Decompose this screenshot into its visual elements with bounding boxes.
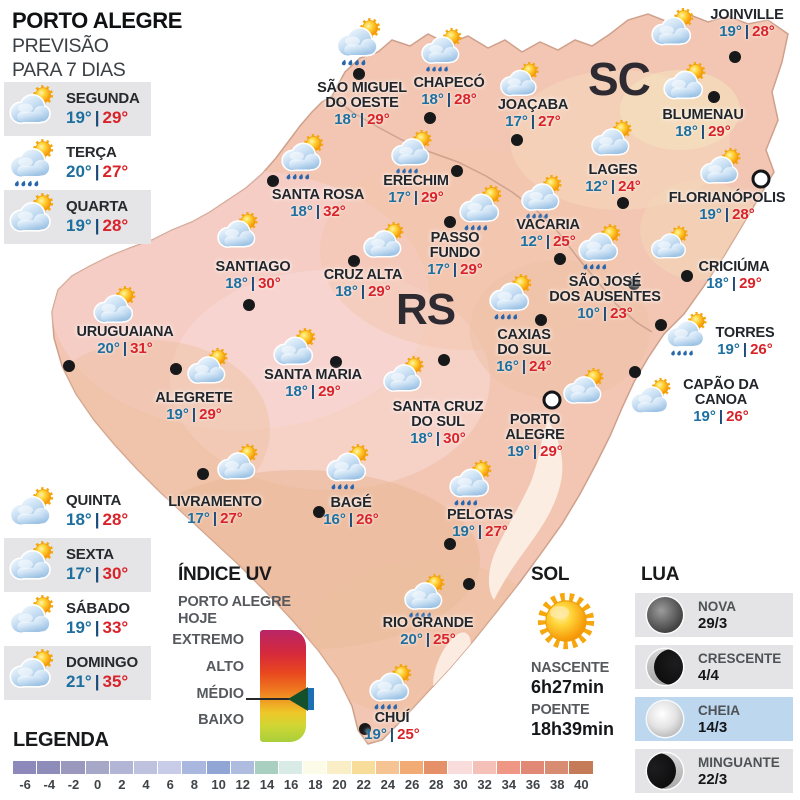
legend-swatch bbox=[182, 761, 206, 774]
page-subtitle-2: PARA 7 DIAS bbox=[12, 59, 126, 81]
legend-swatch bbox=[303, 761, 327, 774]
page-subtitle-1: PREVISÃO bbox=[12, 35, 109, 57]
legend-swatch bbox=[520, 761, 545, 774]
legend-swatch bbox=[206, 761, 230, 774]
sunset-label: POENTE bbox=[531, 702, 590, 718]
legend-tick: 16 bbox=[283, 777, 299, 792]
legend-tick: 34 bbox=[501, 777, 517, 792]
legend-swatch bbox=[375, 761, 399, 774]
uv-place-line2: HOJE bbox=[178, 611, 217, 627]
legend-tick: 6 bbox=[166, 777, 174, 792]
moon-phase-name: CHEIA bbox=[698, 702, 741, 718]
moon-new-icon bbox=[647, 597, 683, 633]
moon-phase-name: CRESCENTE bbox=[698, 650, 782, 666]
legend-tick: -2 bbox=[67, 777, 80, 792]
legend-swatch bbox=[158, 761, 182, 774]
moon-phase-text: NOVA 29/3 bbox=[698, 599, 736, 632]
sunset-time: 18h39min bbox=[531, 719, 615, 739]
legend-swatch bbox=[13, 761, 37, 774]
moon-phase-row: CRESCENTE 4/4 bbox=[635, 645, 793, 689]
moon-full-icon bbox=[647, 701, 683, 737]
legend-tick: 40 bbox=[574, 777, 589, 792]
legend-tick: 30 bbox=[453, 777, 468, 792]
legend-swatch bbox=[61, 761, 85, 774]
legend-tick: 8 bbox=[190, 777, 199, 792]
moon-phase-text: CRESCENTE 4/4 bbox=[698, 651, 781, 684]
moon-section-title: LUA bbox=[641, 564, 680, 585]
legend-swatch bbox=[400, 761, 424, 774]
legend-swatch bbox=[472, 761, 496, 774]
moon-crescent-icon bbox=[647, 649, 683, 685]
moon-phase-date: 29/3 bbox=[698, 614, 728, 632]
legend-tick: 26 bbox=[404, 777, 420, 792]
legend-tick: 28 bbox=[429, 777, 444, 792]
uv-place-line1: PORTO ALEGRE bbox=[178, 594, 291, 610]
uv-level-label: MÉDIO bbox=[196, 686, 244, 702]
sunrise-time: 6h27min bbox=[531, 677, 605, 697]
legend-swatch bbox=[230, 761, 254, 774]
legend-tick: 10 bbox=[211, 777, 226, 792]
moon-phase-row: MINGUANTE 22/3 bbox=[635, 749, 793, 793]
legend-tick: 14 bbox=[259, 777, 275, 792]
legend-swatch bbox=[327, 761, 351, 774]
legend-tick-labels: -6 -4 -2 0 2 4 6 8 10 12 14 16 18 20 22 24 26 28 30 32 34 36 3… bbox=[13, 777, 594, 792]
moon-waning-icon bbox=[647, 753, 683, 789]
state-label-rs: RS bbox=[396, 285, 456, 334]
moon-phase-row: CHEIA 14/3 bbox=[635, 697, 793, 741]
uv-pointer-line bbox=[246, 698, 294, 700]
legend-tick: 4 bbox=[142, 777, 150, 792]
uv-section-title: ÍNDICE UV bbox=[178, 564, 272, 585]
moon-phase-text: CHEIA 14/3 bbox=[698, 703, 740, 736]
legend-swatch bbox=[424, 761, 448, 774]
legend-swatch bbox=[569, 761, 593, 774]
moon-phase-date: 4/4 bbox=[698, 666, 719, 684]
legend-tick: -6 bbox=[19, 777, 31, 792]
uv-pointer-arrow-icon bbox=[288, 687, 308, 711]
legend-tick: -4 bbox=[43, 777, 56, 792]
legend-tick: 22 bbox=[356, 777, 371, 792]
legend-tick: 0 bbox=[94, 777, 102, 792]
uv-level-label: ALTO bbox=[205, 659, 244, 675]
sun-icon bbox=[532, 587, 600, 660]
uv-level-label: BAIXO bbox=[198, 712, 244, 728]
uv-level-label: EXTREMO bbox=[172, 632, 244, 648]
moon-phase-name: MINGUANTE bbox=[698, 754, 780, 770]
legend-tick: 2 bbox=[118, 777, 126, 792]
moon-phase-text: MINGUANTE 22/3 bbox=[698, 755, 780, 788]
moon-phase-date: 14/3 bbox=[698, 718, 728, 736]
moon-phase-date: 22/3 bbox=[698, 770, 728, 788]
legend-tick: 24 bbox=[380, 777, 396, 792]
legend-tick: 12 bbox=[235, 777, 251, 792]
legend-swatch bbox=[496, 761, 520, 774]
sunrise-label: NASCENTE bbox=[531, 660, 610, 676]
legend-swatch bbox=[351, 761, 375, 774]
legend-tick: 38 bbox=[549, 777, 565, 792]
legend-tick: 20 bbox=[332, 777, 347, 792]
header: PORTO ALEGRE PREVISÃO PARA 7 DIAS bbox=[12, 8, 182, 82]
legend-tick: 32 bbox=[477, 777, 492, 792]
legend-tick: 36 bbox=[525, 777, 541, 792]
uv-gradient-bar bbox=[260, 630, 306, 742]
legend-swatch bbox=[85, 761, 109, 774]
legend-title: LEGENDA bbox=[13, 729, 109, 751]
sun-section-title: SOL bbox=[531, 564, 570, 585]
legend-swatch bbox=[545, 761, 569, 774]
legend-swatch bbox=[133, 761, 158, 774]
moon-phase-name: NOVA bbox=[698, 598, 737, 614]
state-label-sc: SC bbox=[588, 53, 651, 105]
legend-swatch bbox=[279, 761, 303, 774]
legend-swatch bbox=[37, 761, 61, 774]
uv-pointer-tab bbox=[307, 688, 314, 710]
legend-color-scale bbox=[13, 761, 593, 774]
legend-swatch bbox=[254, 761, 279, 774]
legend-tick: 18 bbox=[308, 777, 323, 792]
page-title: PORTO ALEGRE bbox=[12, 8, 182, 33]
moon-phase-row: NOVA 29/3 bbox=[635, 593, 793, 637]
legend-swatch bbox=[109, 761, 133, 774]
legend-swatch bbox=[448, 761, 472, 774]
